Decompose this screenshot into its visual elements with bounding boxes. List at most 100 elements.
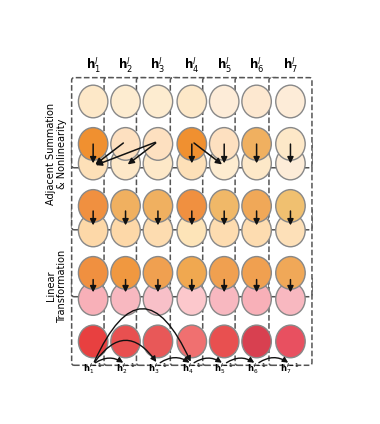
Circle shape	[78, 325, 108, 358]
Circle shape	[177, 257, 207, 289]
FancyBboxPatch shape	[136, 275, 179, 365]
FancyBboxPatch shape	[203, 139, 246, 230]
Circle shape	[276, 214, 305, 247]
Circle shape	[177, 214, 207, 247]
Circle shape	[78, 85, 108, 118]
Circle shape	[111, 128, 140, 160]
Circle shape	[242, 325, 271, 358]
Circle shape	[209, 128, 239, 160]
FancyBboxPatch shape	[136, 206, 179, 297]
Circle shape	[111, 214, 140, 247]
Circle shape	[78, 214, 108, 247]
Text: $\mathbf{h}_3^l$: $\mathbf{h}_3^l$	[150, 56, 165, 75]
Circle shape	[111, 190, 140, 222]
Circle shape	[111, 283, 140, 315]
Circle shape	[276, 85, 305, 118]
FancyBboxPatch shape	[136, 139, 179, 230]
Circle shape	[242, 190, 271, 222]
FancyBboxPatch shape	[136, 78, 179, 168]
Text: $\mathbf{h}_7^{l-1}$: $\mathbf{h}_7^{l-1}$	[280, 361, 301, 376]
FancyBboxPatch shape	[72, 78, 115, 168]
FancyBboxPatch shape	[269, 139, 312, 230]
Circle shape	[209, 147, 239, 180]
Circle shape	[78, 283, 108, 315]
Circle shape	[276, 190, 305, 222]
Circle shape	[242, 257, 271, 289]
Text: $\mathbf{h}_4^l$: $\mathbf{h}_4^l$	[184, 56, 200, 75]
Text: $\mathbf{h}_7^l$: $\mathbf{h}_7^l$	[283, 56, 298, 75]
FancyBboxPatch shape	[203, 206, 246, 297]
Text: $\mathbf{h}_6^{l-1}$: $\mathbf{h}_6^{l-1}$	[247, 361, 267, 376]
FancyBboxPatch shape	[235, 206, 278, 297]
FancyBboxPatch shape	[170, 206, 213, 297]
Text: $\mathbf{h}_6^l$: $\mathbf{h}_6^l$	[249, 56, 264, 75]
Circle shape	[143, 190, 173, 222]
FancyBboxPatch shape	[235, 78, 278, 168]
FancyBboxPatch shape	[104, 139, 147, 230]
Circle shape	[177, 325, 207, 358]
Circle shape	[242, 128, 271, 160]
Circle shape	[209, 325, 239, 358]
Circle shape	[276, 325, 305, 358]
Circle shape	[143, 325, 173, 358]
Circle shape	[143, 85, 173, 118]
Circle shape	[177, 283, 207, 315]
Circle shape	[242, 283, 271, 315]
Circle shape	[209, 190, 239, 222]
FancyBboxPatch shape	[269, 206, 312, 297]
FancyBboxPatch shape	[170, 275, 213, 365]
Text: $\mathbf{h}_2^{l-1}$: $\mathbf{h}_2^{l-1}$	[116, 361, 136, 376]
Text: $\mathbf{h}_1^l$: $\mathbf{h}_1^l$	[86, 56, 101, 75]
Circle shape	[78, 257, 108, 289]
Circle shape	[177, 128, 207, 160]
Circle shape	[209, 214, 239, 247]
Text: $\mathbf{h}_5^l$: $\mathbf{h}_5^l$	[217, 56, 232, 75]
FancyBboxPatch shape	[203, 78, 246, 168]
FancyBboxPatch shape	[72, 139, 115, 230]
Circle shape	[177, 85, 207, 118]
Text: $\mathbf{h}_1^{l-1}$: $\mathbf{h}_1^{l-1}$	[83, 361, 103, 376]
FancyBboxPatch shape	[72, 206, 115, 297]
Circle shape	[78, 190, 108, 222]
Text: Adjacent Summation
& Nonlinearity: Adjacent Summation & Nonlinearity	[46, 103, 67, 205]
Circle shape	[111, 85, 140, 118]
Circle shape	[276, 283, 305, 315]
FancyBboxPatch shape	[269, 78, 312, 168]
Circle shape	[242, 214, 271, 247]
Text: Linear
Transformation: Linear Transformation	[46, 249, 67, 323]
FancyBboxPatch shape	[104, 78, 147, 168]
Circle shape	[242, 147, 271, 180]
Circle shape	[143, 147, 173, 180]
FancyBboxPatch shape	[235, 139, 278, 230]
Circle shape	[276, 257, 305, 289]
Circle shape	[209, 257, 239, 289]
Circle shape	[111, 325, 140, 358]
Circle shape	[78, 147, 108, 180]
FancyBboxPatch shape	[269, 275, 312, 365]
FancyBboxPatch shape	[235, 275, 278, 365]
Circle shape	[242, 85, 271, 118]
Circle shape	[143, 257, 173, 289]
Circle shape	[209, 85, 239, 118]
Circle shape	[111, 257, 140, 289]
Circle shape	[276, 147, 305, 180]
Text: $\mathbf{h}_3^{l-1}$: $\mathbf{h}_3^{l-1}$	[148, 361, 168, 376]
FancyBboxPatch shape	[170, 139, 213, 230]
Circle shape	[143, 128, 173, 160]
Circle shape	[143, 214, 173, 247]
Circle shape	[209, 283, 239, 315]
Circle shape	[276, 128, 305, 160]
Text: $\mathbf{h}_2^l$: $\mathbf{h}_2^l$	[118, 56, 133, 75]
FancyBboxPatch shape	[104, 275, 147, 365]
Circle shape	[177, 190, 207, 222]
Circle shape	[111, 147, 140, 180]
Text: $\mathbf{h}_5^{l-1}$: $\mathbf{h}_5^{l-1}$	[214, 361, 234, 376]
Circle shape	[177, 147, 207, 180]
FancyBboxPatch shape	[72, 275, 115, 365]
Circle shape	[78, 128, 108, 160]
Circle shape	[143, 283, 173, 315]
FancyBboxPatch shape	[170, 78, 213, 168]
Text: $\mathbf{h}_4^{l-1}$: $\mathbf{h}_4^{l-1}$	[182, 361, 202, 376]
FancyBboxPatch shape	[104, 206, 147, 297]
FancyBboxPatch shape	[203, 275, 246, 365]
